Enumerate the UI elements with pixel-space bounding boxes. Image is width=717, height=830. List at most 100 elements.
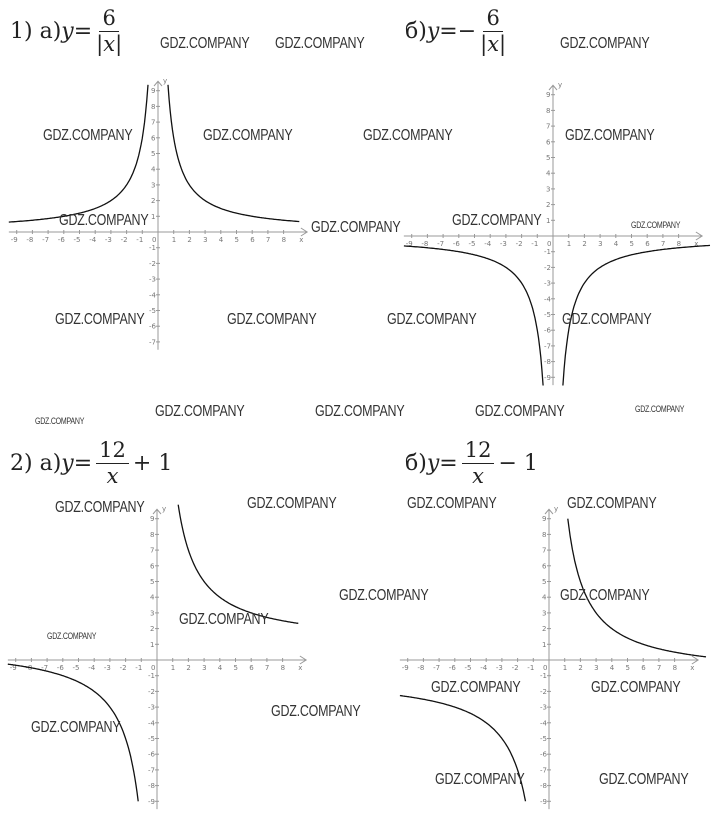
x-tick-label: 0 — [151, 664, 155, 672]
x-tick-label: -2 — [120, 664, 127, 672]
denominator: x — [472, 464, 484, 488]
watermark: GDZ.COMPANY — [565, 127, 655, 144]
x-tick-label: -7 — [437, 240, 444, 248]
x-tick-label: 6 — [645, 240, 650, 248]
y-tick-label: -3 — [148, 704, 155, 712]
x-tick-label: -2 — [512, 664, 519, 672]
x-tick-label: -3 — [105, 236, 112, 244]
x-tick-label: -1 — [135, 664, 142, 672]
x-tick-label: 6 — [249, 664, 254, 672]
x-tick-label: 2 — [187, 236, 191, 244]
y-tick-label: 6 — [151, 134, 156, 142]
hyperbola-branch — [562, 244, 711, 386]
x-tick-label: -2 — [516, 240, 523, 248]
y-tick-label: 8 — [542, 531, 546, 539]
y-axis-label: y — [554, 505, 558, 513]
x-tick-label: 5 — [630, 240, 634, 248]
x-tick-label: 6 — [250, 236, 255, 244]
problem-label: 1) а) — [10, 19, 62, 44]
watermark: GDZ.COMPANY — [452, 212, 542, 229]
watermark: GDZ.COMPANY — [387, 311, 477, 328]
formula-eq: = — [73, 19, 93, 44]
y-tick-label: -5 — [148, 735, 155, 743]
y-tick-label: 3 — [151, 181, 155, 189]
numerator: 6 — [99, 8, 119, 32]
watermark: GDZ.COMPANY — [567, 495, 657, 512]
x-tick-label: -1 — [136, 236, 143, 244]
watermark: GDZ.COMPANY — [591, 679, 681, 696]
problem-1a-formula: 1) а) y = 6 |x| — [10, 8, 126, 55]
y-tick-label: 6 — [150, 562, 155, 570]
y-tick-label: 6 — [546, 138, 551, 146]
y-tick-label: -2 — [544, 264, 551, 272]
fraction: 12 x — [96, 440, 129, 487]
y-tick-label: 1 — [151, 213, 155, 221]
fraction: 6 |x| — [480, 8, 506, 55]
y-tick-label: -8 — [544, 358, 551, 366]
x-tick-label: -8 — [421, 240, 428, 248]
formula-var: y — [61, 451, 74, 476]
watermark: GDZ.COMPANY — [43, 127, 133, 144]
x-tick-label: 5 — [234, 664, 238, 672]
y-tick-label: 1 — [150, 641, 154, 649]
y-tick-label: 2 — [542, 625, 546, 633]
watermark: GDZ.COMPANY — [155, 403, 245, 420]
x-tick-label: 2 — [578, 664, 582, 672]
numerator: 6 — [483, 8, 503, 32]
graph-3: xy-9 -8 -7 -6 -5 -4 -3 -2 -1 0 1 2 3 4 5 6 7 8-9-8-7-6-5-… — [7, 504, 308, 810]
watermark: GDZ.COMPANY — [363, 127, 453, 144]
y-tick-label: 4 — [542, 594, 547, 602]
x-tick-label: 1 — [567, 240, 571, 248]
x-axis-label: x — [690, 664, 694, 672]
x-tick-label: 5 — [626, 664, 630, 672]
watermark: GDZ.COMPANY — [55, 499, 145, 516]
y-tick-label: 4 — [546, 170, 551, 178]
y-axis-label: y — [162, 505, 166, 513]
y-tick-label: -6 — [149, 323, 157, 331]
x-tick-label: 2 — [186, 664, 190, 672]
watermark: GDZ.COMPANY — [35, 416, 85, 426]
y-tick-label: 3 — [150, 609, 154, 617]
y-tick-label: 6 — [542, 562, 547, 570]
x-tick-label: 3 — [203, 236, 207, 244]
watermark: GDZ.COMPANY — [475, 403, 565, 420]
formula-suffix: − 1 — [498, 451, 538, 476]
x-tick-label: 6 — [641, 664, 646, 672]
y-tick-label: 5 — [151, 150, 155, 158]
x-tick-label: 3 — [594, 664, 598, 672]
problem-1b-formula: б) y = − 6 |x| — [405, 8, 510, 55]
watermark: GDZ.COMPANY — [431, 679, 521, 696]
hyperbola-branch — [7, 663, 139, 802]
x-tick-label: -4 — [484, 240, 492, 248]
watermark: GDZ.COMPANY — [407, 495, 497, 512]
y-tick-label: -3 — [149, 276, 156, 284]
hyperbola-branch — [177, 504, 299, 625]
y-tick-label: -1 — [148, 672, 155, 680]
y-tick-label: 9 — [150, 515, 154, 523]
y-tick-label: 5 — [542, 578, 546, 586]
x-tick-label: 7 — [265, 664, 269, 672]
y-tick-label: -5 — [149, 307, 156, 315]
formula-var: y — [426, 19, 440, 44]
formula-var: y — [61, 19, 74, 44]
problem-2b-formula: б) y = 12 x − 1 — [405, 440, 538, 487]
x-tick-label: 4 — [610, 664, 615, 672]
problem-label: б) — [405, 451, 427, 476]
y-tick-label: 5 — [546, 154, 550, 162]
watermark: GDZ.COMPANY — [435, 771, 525, 788]
watermark: GDZ.COMPANY — [47, 631, 97, 641]
x-tick-label: -4 — [89, 236, 97, 244]
formula-eq: = — [439, 19, 458, 44]
x-tick-label: 7 — [657, 664, 661, 672]
numerator: 12 — [96, 440, 129, 464]
x-tick-label: 0 — [547, 240, 551, 248]
y-tick-label: -9 — [540, 798, 547, 806]
y-tick-label: -1 — [544, 248, 551, 256]
y-tick-label: 9 — [151, 87, 155, 95]
x-tick-label: -7 — [433, 664, 440, 672]
denominator: |x| — [96, 32, 123, 56]
y-tick-label: -8 — [540, 782, 547, 790]
y-tick-label: -6 — [148, 751, 156, 759]
watermark: GDZ.COMPANY — [339, 587, 429, 604]
